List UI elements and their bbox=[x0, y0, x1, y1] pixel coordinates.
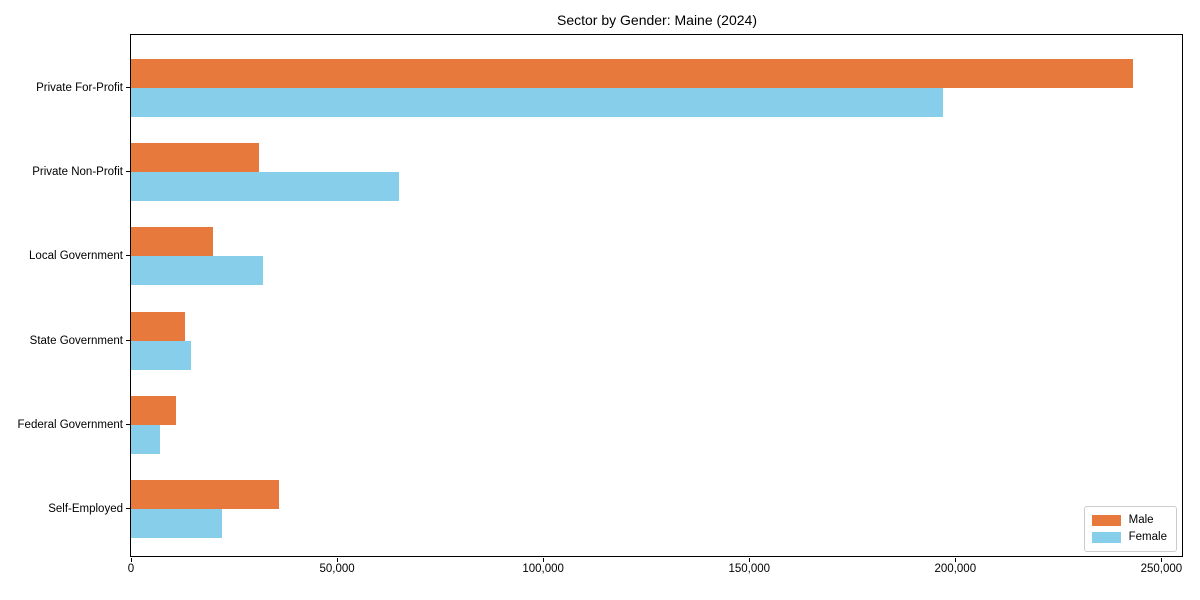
bar-group bbox=[131, 59, 1182, 117]
legend-row-male: Male bbox=[1091, 512, 1167, 529]
female-legend-label: Female bbox=[1128, 531, 1167, 543]
bar-male bbox=[131, 311, 185, 341]
y-axis-label: Self-Employed bbox=[48, 503, 123, 515]
x-tick-mark bbox=[955, 558, 957, 562]
legend-row-female: Female bbox=[1091, 529, 1167, 546]
x-tick-mark bbox=[337, 558, 339, 562]
y-tick-mark bbox=[126, 423, 130, 425]
x-axis-label: 0 bbox=[127, 563, 135, 575]
bar-female bbox=[131, 256, 263, 286]
y-axis-label: Local Government bbox=[29, 250, 123, 263]
x-tick-mark bbox=[131, 558, 132, 562]
plot-area: Male Female bbox=[130, 34, 1183, 557]
bar-male bbox=[131, 395, 177, 425]
chart-title: Sector by Gender: Maine (2024) bbox=[557, 12, 757, 28]
bar-group bbox=[131, 480, 1182, 538]
bar-group bbox=[131, 227, 1182, 286]
y-tick-mark bbox=[126, 171, 130, 173]
y-axis-label: State Government bbox=[29, 334, 123, 347]
male-legend-label: Male bbox=[1128, 514, 1154, 526]
bar-male bbox=[131, 480, 280, 509]
y-axis-label: Private For-Profit bbox=[36, 82, 123, 94]
y-tick-mark bbox=[126, 87, 130, 88]
bar-male bbox=[131, 227, 214, 257]
y-tick-mark bbox=[126, 508, 130, 509]
legend: Male Female bbox=[1083, 506, 1177, 552]
y-tick-mark bbox=[126, 255, 130, 257]
x-axis-label: 50,000 bbox=[319, 563, 355, 575]
bar-male bbox=[131, 59, 1133, 88]
y-axis-label: Federal Government bbox=[17, 418, 123, 431]
bar-female bbox=[131, 424, 160, 454]
male-legend-swatch bbox=[1091, 515, 1121, 526]
bar-female bbox=[131, 340, 191, 370]
x-tick-mark bbox=[749, 558, 751, 562]
bar-male bbox=[131, 143, 259, 173]
bar-group bbox=[131, 143, 1182, 202]
bar-female bbox=[131, 509, 222, 538]
y-axis-label: Private Non-Profit bbox=[32, 166, 123, 179]
x-axis-label: 150,000 bbox=[728, 563, 771, 575]
x-axis-label: 100,000 bbox=[522, 563, 564, 575]
bar-female bbox=[131, 88, 943, 117]
bar-female bbox=[131, 172, 399, 202]
y-tick-mark bbox=[126, 339, 130, 341]
x-axis-label: 200,000 bbox=[934, 563, 977, 575]
x-tick-mark bbox=[1161, 558, 1163, 562]
female-legend-swatch bbox=[1091, 532, 1121, 543]
bar-group bbox=[131, 395, 1182, 454]
bar-group bbox=[131, 311, 1182, 370]
x-tick-mark bbox=[543, 558, 545, 562]
x-axis-label: 250,000 bbox=[1140, 563, 1183, 575]
